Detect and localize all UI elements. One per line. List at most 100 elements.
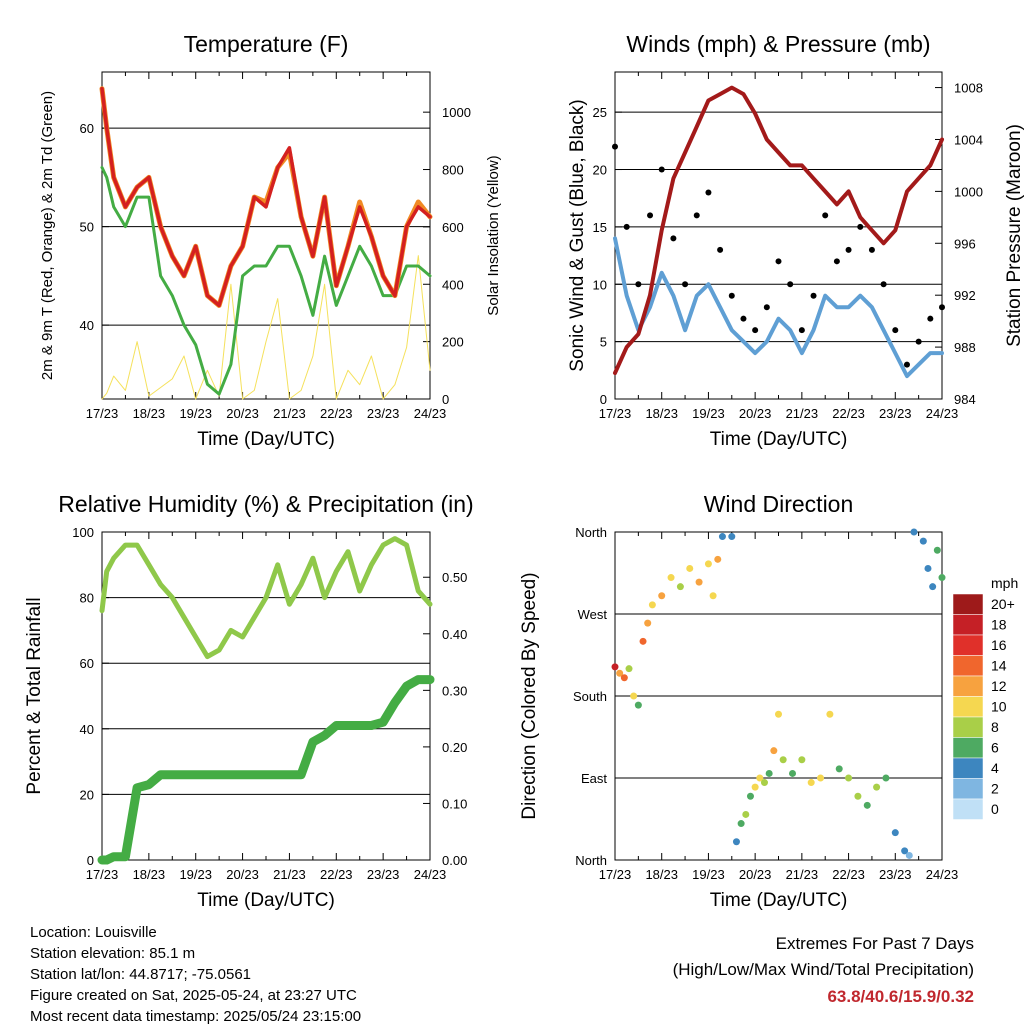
y-tick-label: 20 (80, 787, 94, 802)
sonic-wind-line (613, 236, 944, 379)
legend-label: 10 (991, 699, 1007, 715)
gust-point (845, 246, 852, 253)
direction-point (835, 765, 843, 773)
gust-point (775, 258, 782, 265)
x-tick-label: 23/23 (367, 406, 400, 421)
winds-ylabel: Sonic Wind & Gust (Blue, Black) (567, 99, 588, 371)
x-tick-label: 23/23 (879, 867, 912, 882)
extremes-title: Extremes For Past 7 Days (775, 934, 974, 953)
y2-tick-label: 996 (954, 236, 976, 251)
winds-title: Winds (mph) & Pressure (mb) (626, 31, 930, 57)
gust-point (693, 212, 700, 219)
y2-tick-label: 0 (442, 392, 449, 407)
x-tick-label: 22/23 (320, 406, 353, 421)
direction-xlabel: Time (Day/UTC) (710, 890, 848, 911)
gust-point (728, 292, 735, 299)
y2-tick-label: 1008 (954, 81, 983, 96)
y-tick-label: 20 (593, 163, 607, 178)
humidity-ylabel: Percent & Total Rainfall (24, 597, 45, 794)
gust-point (705, 189, 712, 196)
legend-label: 4 (991, 760, 999, 776)
legend-swatch (952, 614, 984, 636)
legend-swatch (952, 675, 984, 697)
y2-tick-label: 0.20 (442, 740, 467, 755)
gust-point (833, 258, 840, 265)
gust-point (857, 223, 864, 230)
direction-point (929, 583, 937, 591)
gust-point (612, 143, 618, 150)
legend-swatch (952, 716, 984, 738)
y2-tick-label: 0.10 (442, 796, 467, 811)
direction-point (718, 533, 726, 541)
x-tick-label: 17/23 (599, 867, 632, 882)
station-pressure-line (613, 85, 944, 375)
y-tick-label: East (581, 771, 607, 786)
panel-winds: Winds (mph) & Pressure (mb) 17/23 18/23 19/… (567, 31, 1024, 450)
y2-tick-label: 400 (442, 277, 464, 292)
temperature-ylabel: 2m & 9m T (Red, Orange) & 2m Td (Green) (39, 91, 56, 380)
y-tick-label: 40 (80, 318, 94, 333)
direction-point (882, 774, 890, 782)
legend-label: 12 (991, 678, 1007, 694)
y-tick-label: 25 (593, 105, 607, 120)
x-tick-label: 22/23 (320, 867, 353, 882)
x-tick-label: 18/23 (645, 406, 678, 421)
gust-point (635, 281, 642, 288)
x-tick-label: 24/23 (414, 867, 447, 882)
gust-point (939, 304, 945, 311)
temp-2m-line (100, 86, 432, 308)
x-tick-label: 17/23 (86, 867, 119, 882)
gust-point (752, 327, 759, 334)
legend-label: 6 (991, 740, 999, 756)
humidity-title: Relative Humidity (%) & Precipitation (i… (58, 491, 473, 517)
extremes-subtitle: (High/Low/Max Wind/Total Precipitation) (672, 960, 974, 979)
x-tick-label: 24/23 (926, 867, 959, 882)
gust-point (822, 212, 829, 219)
direction-point (732, 838, 740, 846)
y2-tick-label: 0.30 (442, 683, 467, 698)
direction-point (905, 851, 913, 859)
direction-point (901, 847, 909, 855)
direction-point (630, 692, 638, 700)
direction-point (611, 663, 619, 671)
temperature-plot-frame (101, 71, 431, 400)
x-tick-label: 23/23 (367, 867, 400, 882)
x-tick-label: 19/23 (179, 867, 212, 882)
direction-point (616, 669, 624, 677)
legend-swatch (952, 593, 984, 615)
gust-point (880, 281, 887, 288)
x-tick-label: 19/23 (692, 867, 725, 882)
direction-point (634, 701, 642, 709)
legend-swatch (952, 655, 984, 677)
direction-point (910, 528, 918, 536)
direction-point (826, 710, 834, 718)
x-tick-label: 21/23 (786, 867, 819, 882)
direction-point (779, 756, 787, 764)
temperature-y2label: Solar Insolation (Yellow) (485, 155, 502, 315)
direction-point (924, 564, 932, 572)
direction-point (798, 756, 806, 764)
direction-point (873, 783, 881, 791)
direction-point (704, 560, 712, 568)
temperature-xlabel: Time (Day/UTC) (197, 429, 335, 450)
direction-point (737, 820, 745, 828)
direction-point (789, 769, 797, 777)
y2-tick-label: 1004 (954, 132, 983, 147)
x-tick-label: 19/23 (179, 406, 212, 421)
legend-swatch (952, 737, 984, 759)
solar-insolation-line (101, 255, 431, 400)
direction-point (709, 592, 717, 600)
x-tick-label: 20/23 (226, 867, 259, 882)
x-tick-label: 20/23 (226, 406, 259, 421)
legend-swatch (952, 778, 984, 800)
relative-humidity-line (99, 536, 433, 660)
legend-label: 0 (991, 801, 999, 817)
footer-latlon: Station lat/lon: 44.8717; -75.0561 (30, 966, 252, 983)
direction-point (775, 710, 782, 718)
direction-point (933, 546, 941, 554)
extremes-values: 63.8/40.6/15.9/0.32 (827, 987, 974, 1006)
y2-tick-label: 800 (442, 163, 464, 178)
direction-point (686, 564, 694, 572)
x-tick-label: 18/23 (133, 867, 166, 882)
